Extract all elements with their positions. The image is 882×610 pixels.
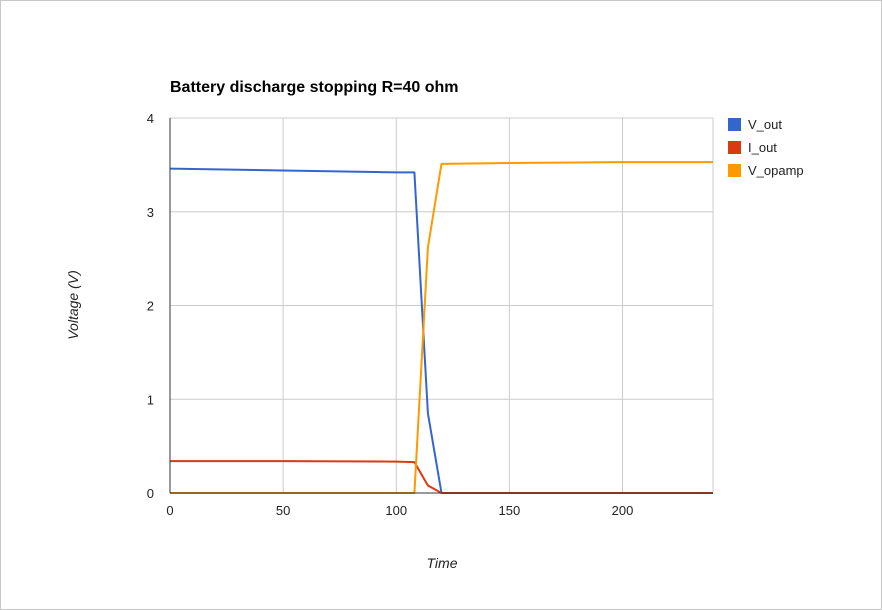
x-tick-label: 0 xyxy=(166,503,173,518)
legend-label: V_out xyxy=(748,117,782,132)
chart-title: Battery discharge stopping R=40 ohm xyxy=(170,79,459,96)
x-tick-label: 200 xyxy=(612,503,634,518)
y-tick-label: 1 xyxy=(147,392,154,407)
x-axis-label: Time xyxy=(427,555,458,571)
y-tick-label: 0 xyxy=(147,486,154,501)
y-tick-label: 2 xyxy=(147,299,154,314)
legend-label: I_out xyxy=(748,140,777,155)
legend-label: V_opamp xyxy=(748,163,804,178)
x-tick-label: 150 xyxy=(499,503,521,518)
legend-swatch xyxy=(728,118,741,131)
grid-lines xyxy=(170,117,714,493)
series-line-v-out xyxy=(169,167,713,494)
axes xyxy=(169,118,713,494)
legend-swatch xyxy=(728,141,741,154)
x-tick-label: 100 xyxy=(385,503,407,518)
x-tick-label: 50 xyxy=(276,503,290,518)
x-tick-labels: 0 50 100 150 200 xyxy=(166,503,633,518)
y-axis-label: Voltage (V) xyxy=(65,270,81,340)
y-tick-labels: 0 1 2 3 4 xyxy=(147,111,154,501)
y-tick-label: 4 xyxy=(147,111,154,126)
legend: V_out I_out V_opamp xyxy=(728,117,804,178)
legend-swatch xyxy=(728,164,741,177)
y-tick-label: 3 xyxy=(147,205,154,220)
